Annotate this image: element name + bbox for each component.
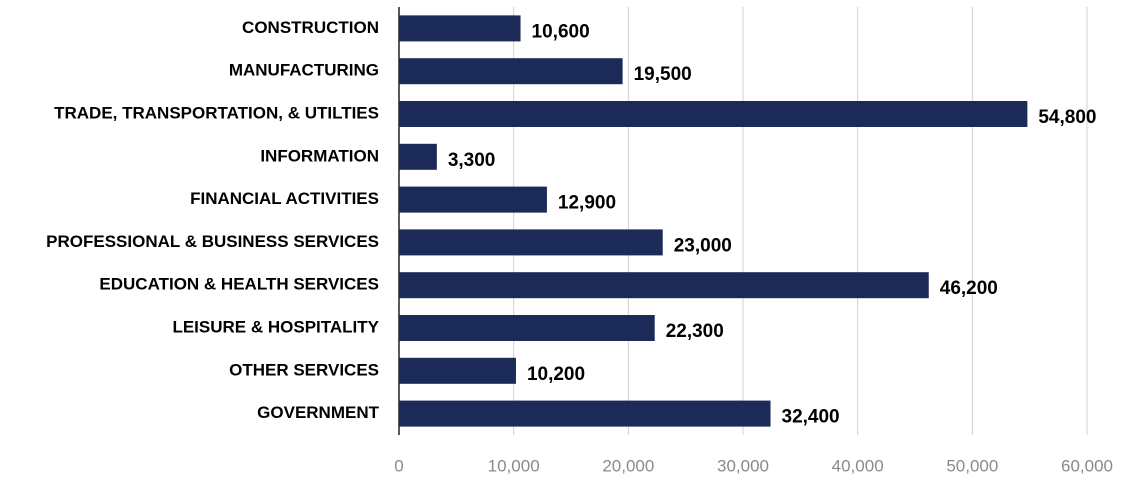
- x-tick-label: 40,000: [832, 456, 884, 475]
- data-label: 22,300: [666, 321, 724, 342]
- x-tick-label: 60,000: [1061, 456, 1113, 475]
- y-tick-label: TRADE, TRANSPORTATION, & UTILTIES: [54, 103, 379, 122]
- x-tick-label: 30,000: [717, 456, 769, 475]
- data-label: 32,400: [782, 407, 840, 428]
- x-tick-label: 10,000: [488, 456, 540, 475]
- bar: [399, 58, 623, 85]
- bar: [399, 400, 771, 427]
- y-tick-label: PROFESSIONAL & BUSINESS SERVICES: [46, 232, 379, 251]
- bar: [399, 315, 655, 341]
- y-tick-label: LEISURE & HOSPITALITY: [172, 317, 379, 336]
- bar: [399, 15, 521, 42]
- bar: [399, 186, 547, 213]
- y-tick-label: INFORMATION: [260, 146, 379, 165]
- data-label: 10,600: [532, 21, 590, 42]
- data-label: 19,500: [634, 64, 692, 85]
- bar: [399, 272, 929, 299]
- bar: [399, 229, 663, 256]
- data-label: 54,800: [1038, 107, 1096, 128]
- bar: [399, 101, 1028, 127]
- data-label: 12,900: [558, 193, 616, 214]
- y-tick-label: OTHER SERVICES: [229, 360, 379, 379]
- y-tick-label: CONSTRUCTION: [242, 18, 379, 37]
- data-label: 46,200: [940, 278, 998, 299]
- y-tick-label: FINANCIAL ACTIVITIES: [190, 189, 379, 208]
- y-tick-label: EDUCATION & HEALTH SERVICES: [99, 275, 379, 294]
- y-tick-label: GOVERNMENT: [257, 403, 379, 422]
- y-tick-label: MANUFACTURING: [229, 61, 379, 80]
- data-label: 23,000: [674, 235, 732, 256]
- x-tick-label: 0: [394, 456, 403, 475]
- x-tick-label: 50,000: [946, 456, 998, 475]
- data-label: 3,300: [448, 150, 496, 171]
- x-tick-label: 20,000: [602, 456, 654, 475]
- bar: [399, 143, 437, 170]
- bar: [399, 357, 516, 384]
- data-label: 10,200: [527, 364, 585, 385]
